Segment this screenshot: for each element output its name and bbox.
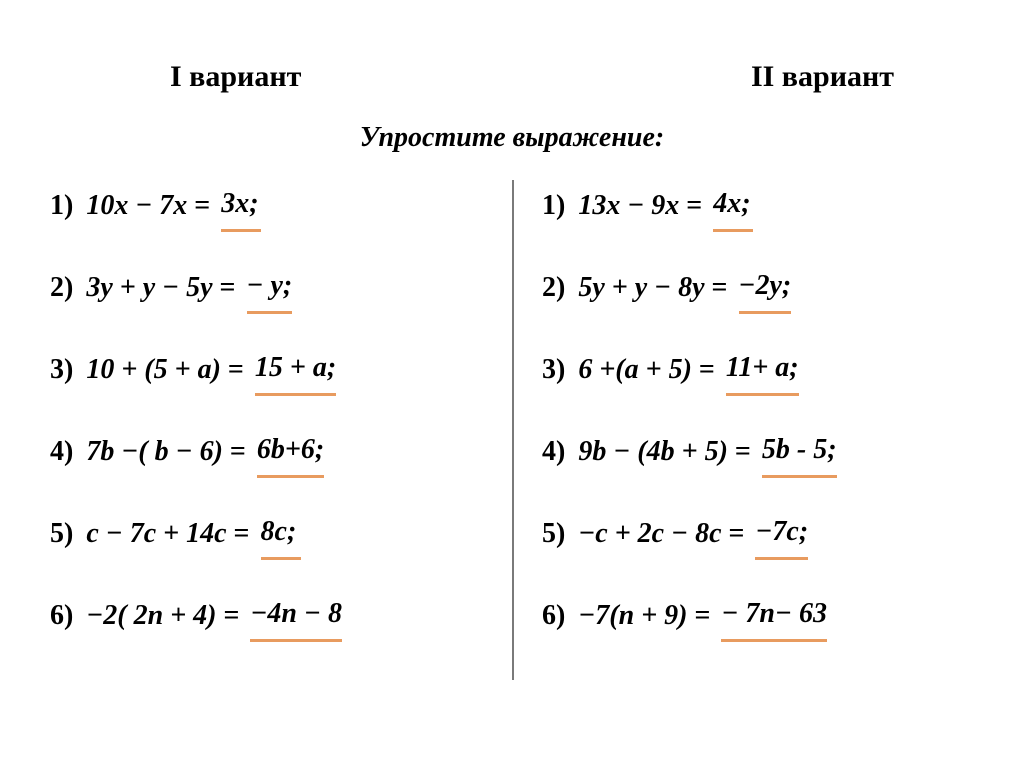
problem-answer: 3x;: [221, 188, 258, 219]
problem-number: 1): [50, 190, 80, 222]
answer-underline-icon: [721, 639, 827, 642]
problem-row: 5) c − 7c + 14c = 8c;: [50, 518, 492, 600]
problem-expression: 9b − (4b + 5): [578, 436, 728, 468]
equals-sign: =: [221, 354, 251, 386]
problem-expression: 10x − 7x: [86, 190, 187, 222]
answer-underline-icon: [762, 475, 837, 478]
problem-expression: 3y + y − 5y: [86, 272, 212, 304]
problem-expression: −7(п + 9): [578, 600, 687, 632]
answer-slot: 6b+6;: [257, 436, 324, 468]
problem-number: 2): [50, 272, 80, 304]
problem-expression: 13x − 9x: [578, 190, 679, 222]
answer-underline-icon: [257, 475, 324, 478]
problem-number: 2): [542, 272, 572, 304]
column-divider: [512, 180, 514, 680]
problem-answer: 5b - 5;: [762, 434, 837, 465]
answer-underline-icon: [250, 639, 342, 642]
problem-answer: −4n − 8: [250, 598, 342, 629]
problem-expression: 6 +(a + 5): [578, 354, 692, 386]
problem-number: 5): [542, 518, 572, 550]
equals-sign: =: [728, 436, 758, 468]
problem-answer: −7c;: [755, 516, 808, 547]
problem-expression: −c + 2c − 8c: [578, 518, 721, 550]
equals-sign: =: [187, 190, 217, 222]
answer-underline-icon: [255, 393, 336, 396]
problem-expression: c − 7c + 14c: [86, 518, 226, 550]
answer-slot: 11+ a;: [726, 354, 799, 386]
problem-row: 3) 6 +(a + 5) = 11+ a;: [542, 354, 974, 436]
problem-answer: −2y;: [739, 270, 792, 301]
problem-row: 2) 3y + y − 5y = − y;: [50, 272, 492, 354]
answer-slot: −4n − 8: [250, 600, 342, 632]
worksheet-page: I вариант II вариант Упростите выражение…: [0, 0, 1024, 768]
problem-row: 6) −2( 2п + 4) = −4n − 8: [50, 600, 492, 682]
answer-underline-icon: [726, 393, 799, 396]
problem-answer: 15 + a;: [255, 352, 336, 383]
answer-underline-icon: [221, 229, 261, 232]
subtitle: Упростите выражение:: [40, 122, 984, 154]
columns: 1) 10x − 7x = 3x; 2) 3y + y − 5y = − y;: [40, 190, 984, 682]
problem-answer: 4x;: [713, 188, 750, 219]
equals-sign: =: [223, 436, 253, 468]
answer-underline-icon: [755, 557, 808, 560]
problem-answer: − y;: [247, 270, 293, 301]
equals-sign: =: [705, 272, 735, 304]
problem-answer: 6b+6;: [257, 434, 324, 465]
problem-row: 4) 9b − (4b + 5) = 5b - 5;: [542, 436, 974, 518]
problem-number: 3): [542, 354, 572, 386]
answer-underline-icon: [713, 229, 753, 232]
answer-slot: 8c;: [261, 518, 301, 550]
problem-row: 1) 10x − 7x = 3x;: [50, 190, 492, 272]
problem-answer: − 7n− 63: [721, 598, 827, 629]
problem-number: 3): [50, 354, 80, 386]
problem-number: 5): [50, 518, 80, 550]
answer-slot: − y;: [247, 272, 293, 304]
problem-row: 5) −c + 2c − 8c = −7c;: [542, 518, 974, 600]
problem-row: 6) −7(п + 9) = − 7n− 63: [542, 600, 974, 682]
equals-sign: =: [687, 600, 717, 632]
equals-sign: =: [213, 272, 243, 304]
variant-2-title: II вариант: [751, 60, 894, 94]
answer-slot: 4x;: [713, 190, 753, 222]
problem-row: 2) 5y + y − 8y = −2y;: [542, 272, 974, 354]
problem-answer: 8c;: [261, 516, 297, 547]
equals-sign: =: [216, 600, 246, 632]
answer-underline-icon: [739, 311, 792, 314]
problem-expression: −2( 2п + 4): [86, 600, 216, 632]
column-right: 1) 13x − 9x = 4x; 2) 5y + y − 8y = −2y;: [512, 190, 984, 682]
answer-underline-icon: [261, 557, 301, 560]
answer-slot: 5b - 5;: [762, 436, 837, 468]
problem-number: 6): [542, 600, 572, 632]
equals-sign: =: [227, 518, 257, 550]
equals-sign: =: [722, 518, 752, 550]
problem-number: 1): [542, 190, 572, 222]
problem-expression: 5y + y − 8y: [578, 272, 704, 304]
variant-1-title: I вариант: [170, 60, 301, 94]
problem-number: 6): [50, 600, 80, 632]
problem-row: 3) 10 + (5 + a) = 15 + a;: [50, 354, 492, 436]
column-left: 1) 10x − 7x = 3x; 2) 3y + y − 5y = − y;: [40, 190, 512, 682]
equals-sign: =: [692, 354, 722, 386]
problem-expression: 10 + (5 + a): [86, 354, 221, 386]
problem-answer: 11+ a;: [726, 352, 799, 383]
answer-slot: 15 + a;: [255, 354, 336, 386]
problem-row: 4) 7b −( b − 6) = 6b+6;: [50, 436, 492, 518]
equals-sign: =: [679, 190, 709, 222]
answer-slot: −2y;: [739, 272, 792, 304]
problem-row: 1) 13x − 9x = 4x;: [542, 190, 974, 272]
answer-slot: −7c;: [755, 518, 808, 550]
problem-number: 4): [50, 436, 80, 468]
variant-headers: I вариант II вариант: [40, 60, 984, 94]
answer-underline-icon: [247, 311, 293, 314]
answer-slot: 3x;: [221, 190, 261, 222]
problem-expression: 7b −( b − 6): [86, 436, 223, 468]
answer-slot: − 7n− 63: [721, 600, 827, 632]
problem-number: 4): [542, 436, 572, 468]
